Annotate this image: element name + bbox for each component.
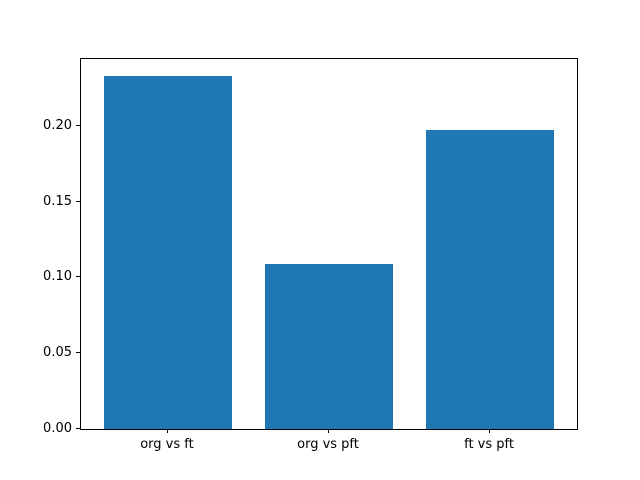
y-tick-label: 0.10	[43, 269, 72, 285]
bar-ft-vs-pft	[425, 130, 555, 429]
y-tick-label: 0.20	[43, 117, 72, 133]
y-tick-label: 0.05	[43, 345, 72, 361]
bar-org-vs-ft	[103, 75, 233, 429]
y-tick-mark	[76, 124, 80, 126]
y-tick-mark	[76, 276, 80, 278]
x-tick-label: org vs pft	[297, 437, 359, 452]
y-tick-label: 0.00	[43, 421, 72, 436]
y-tick-mark	[76, 200, 80, 202]
x-tick-label: ft vs pft	[464, 437, 514, 452]
y-tick-mark	[76, 352, 80, 354]
x-tick-mark	[489, 429, 491, 433]
x-tick-mark	[166, 429, 168, 433]
y-tick-mark	[76, 428, 80, 429]
bar-org-vs-pft	[264, 263, 394, 429]
x-tick-mark	[328, 429, 329, 433]
plot-area	[80, 58, 578, 430]
y-tick-label: 0.15	[43, 193, 72, 209]
x-tick-label: org vs ft	[140, 437, 194, 452]
